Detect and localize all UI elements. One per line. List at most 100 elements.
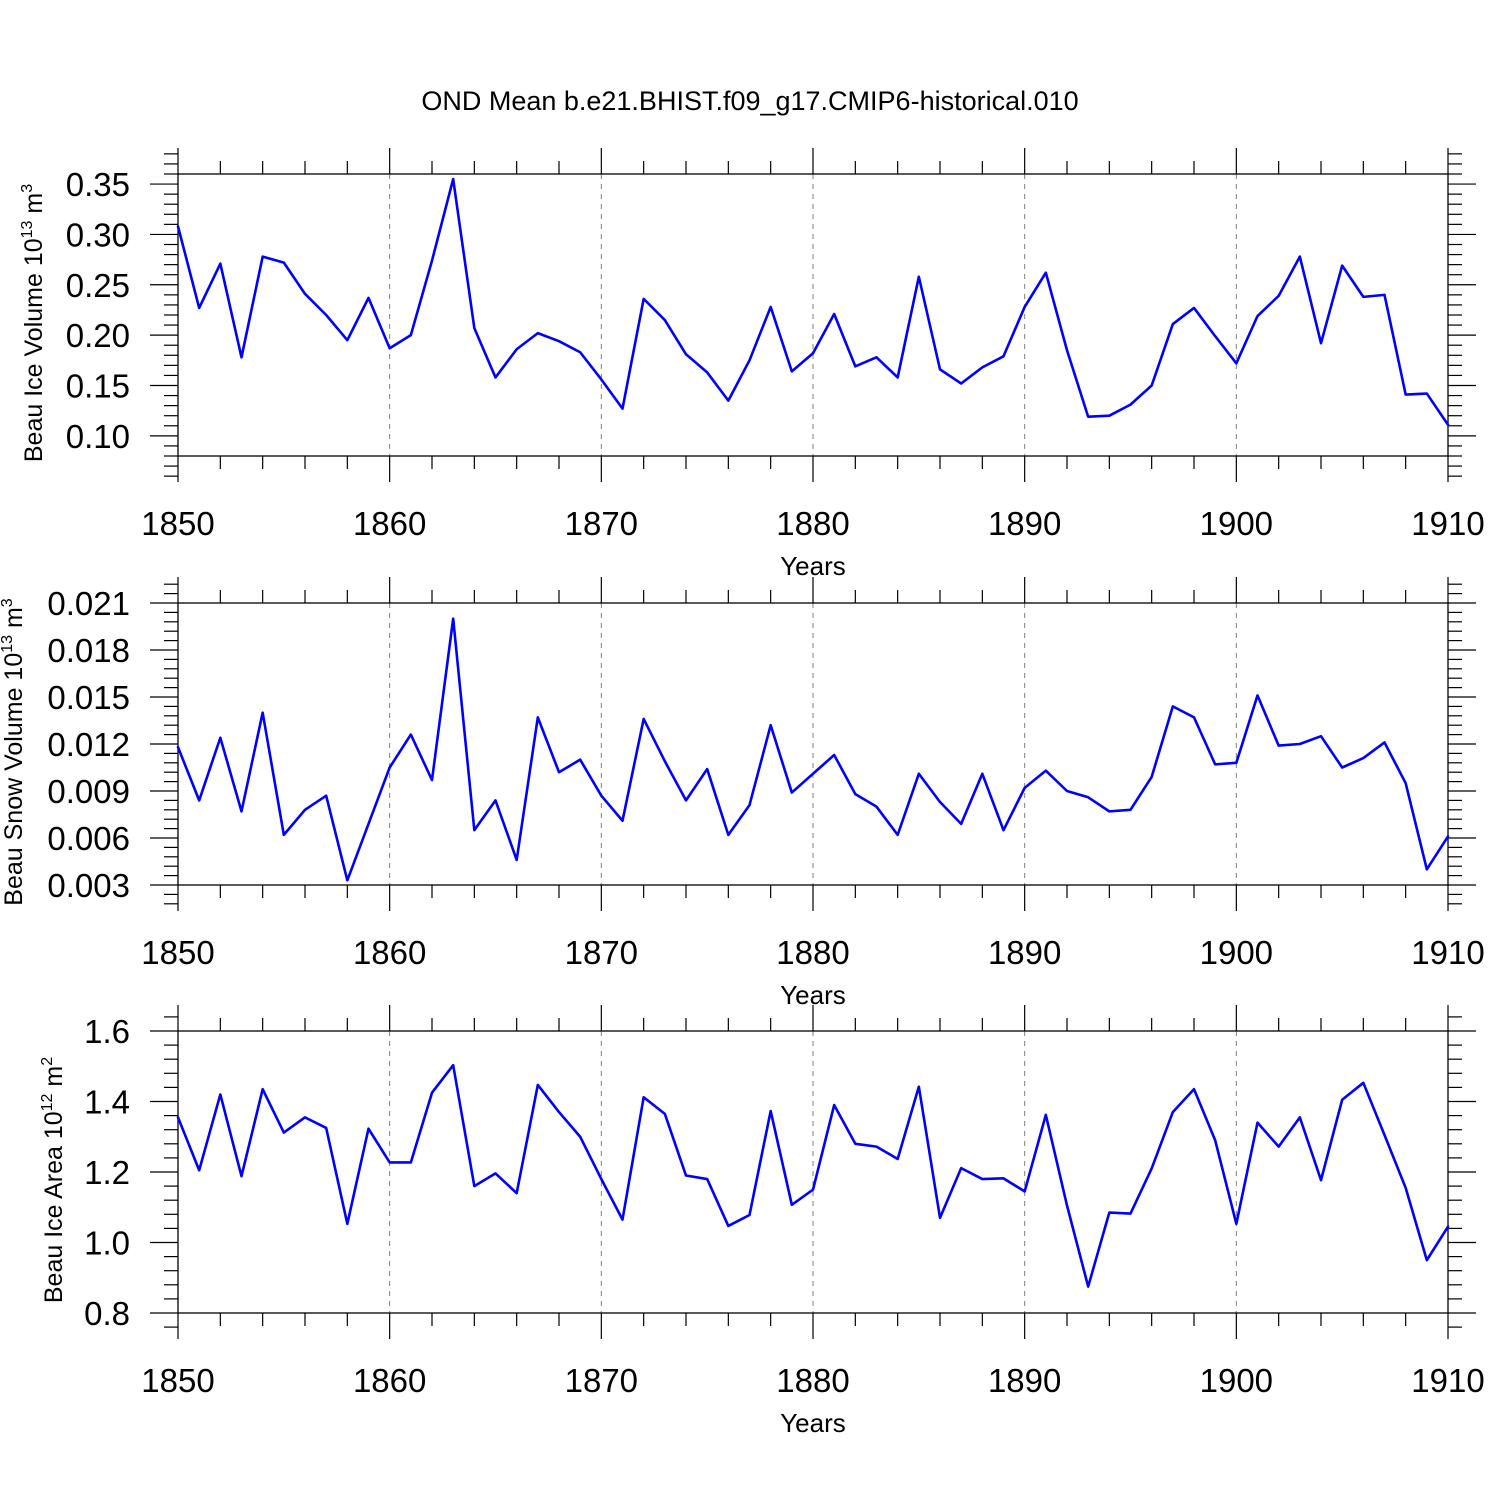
- data-point: [367, 822, 371, 826]
- data-point: [1234, 361, 1238, 365]
- data-point: [1383, 740, 1387, 744]
- data-point: [959, 822, 963, 826]
- data-point: [1361, 756, 1365, 760]
- data-point: [1150, 384, 1154, 388]
- data-point: [557, 1110, 561, 1114]
- panel-ice-area: 0.8 1.0 1.2 1.4 1.6 1850 1860 1870 1880 1890 1900 1…: [39, 1005, 1485, 1438]
- y-axis-title-unit: m: [40, 1066, 68, 1094]
- y-axis-title-unit: m: [0, 607, 28, 635]
- x-tick-label: 1910: [1411, 1362, 1484, 1399]
- data-point: [1192, 715, 1196, 719]
- data-point: [875, 1145, 879, 1149]
- data-point: [557, 339, 561, 343]
- data-point: [938, 367, 942, 371]
- y-axis-title-unit: m: [20, 193, 48, 221]
- data-point: [578, 1135, 582, 1139]
- x-axis-title: Years: [780, 551, 846, 581]
- y-axis-title-exponent: 13: [19, 220, 36, 238]
- data-point: [303, 292, 307, 296]
- data-point: [917, 275, 921, 279]
- data-point: [1425, 867, 1429, 871]
- data-point: [1213, 334, 1217, 338]
- data-point: [472, 1184, 476, 1188]
- data-point: [959, 1166, 963, 1170]
- data-point: [726, 833, 730, 837]
- data-point: [1171, 704, 1175, 708]
- data-point: [345, 1222, 349, 1226]
- data-point: [1446, 1225, 1450, 1229]
- series-line: [176, 177, 1450, 427]
- data-point: [1234, 1222, 1238, 1226]
- data-point: [853, 792, 857, 796]
- data-point: [197, 798, 201, 802]
- data-point: [1192, 1087, 1196, 1091]
- data-point: [218, 262, 222, 266]
- data-point: [684, 798, 688, 802]
- data-point: [896, 833, 900, 837]
- data-point: [430, 778, 434, 782]
- data-point: [1107, 414, 1111, 418]
- data-point: [980, 1177, 984, 1181]
- data-point: [303, 1115, 307, 1119]
- data-point: [515, 1191, 519, 1195]
- data-point: [684, 1174, 688, 1178]
- data-point: [790, 791, 794, 795]
- data-point: [494, 375, 498, 379]
- y-tick-label: 0.15: [66, 368, 130, 405]
- panel-snow-volume: 0.003 0.006 0.009 0.012 0.015 0.018 0.021 1850 1…: [0, 577, 1485, 1010]
- data-point: [324, 1126, 328, 1130]
- y-tick-label: 0.8: [84, 1295, 130, 1332]
- data-point: [832, 312, 836, 316]
- data-point: [345, 338, 349, 342]
- data-point: [1446, 834, 1450, 838]
- data-point: [642, 717, 646, 721]
- data-point: [282, 261, 286, 265]
- data-point: [642, 1095, 646, 1099]
- y-axis-title-exponent: 13: [0, 635, 16, 653]
- x-tick-label: 1860: [353, 934, 426, 971]
- y-tick-label: 0.30: [66, 216, 130, 253]
- data-point: [875, 805, 879, 809]
- data-point: [536, 1083, 540, 1087]
- data-point: [388, 346, 392, 350]
- data-point: [1361, 295, 1365, 299]
- data-point: [324, 794, 328, 798]
- data-point: [1277, 744, 1281, 748]
- data-point: [980, 365, 984, 369]
- x-tick-label: 1870: [565, 934, 638, 971]
- data-point: [980, 772, 984, 776]
- data-point: [790, 369, 794, 373]
- data-point: [388, 1160, 392, 1164]
- data-point: [1383, 293, 1387, 297]
- data-point: [1234, 761, 1238, 765]
- data-point: [748, 358, 752, 362]
- data-point: [1002, 354, 1006, 358]
- data-point: [1361, 1081, 1365, 1085]
- x-tick-label: 1900: [1200, 505, 1273, 542]
- x-tick-label: 1880: [776, 934, 849, 971]
- data-point: [1171, 1110, 1175, 1114]
- data-point: [1065, 789, 1069, 793]
- y-axis-title: Beau Snow Volume 1013 m3: [0, 598, 28, 906]
- data-point: [832, 1103, 836, 1107]
- y-tick-label: 0.012: [47, 726, 130, 763]
- data-point: [1256, 314, 1260, 318]
- y-axis-title: Beau Ice Volume 1013 m3: [19, 184, 48, 462]
- data-point: [1044, 769, 1048, 773]
- data-point: [832, 753, 836, 757]
- data-point: [176, 224, 180, 228]
- y-axis-title-base: Beau Ice Area 10: [40, 1111, 68, 1303]
- data-point: [409, 333, 413, 337]
- y-tick-label: 0.25: [66, 267, 130, 304]
- data-point: [1023, 786, 1027, 790]
- data-point: [1023, 1189, 1027, 1193]
- data-point: [811, 1188, 815, 1192]
- figure-title: OND Mean b.e21.BHIST.f09_g17.CMIP6-histo…: [421, 86, 1078, 116]
- data-point: [853, 1142, 857, 1146]
- data-point: [197, 306, 201, 310]
- y-axis-title-base: Beau Ice Volume 10: [20, 238, 48, 462]
- y-tick-label: 0.009: [47, 773, 130, 810]
- data-point: [1256, 693, 1260, 697]
- data-point: [176, 1115, 180, 1119]
- y-tick-label: 0.20: [66, 317, 130, 354]
